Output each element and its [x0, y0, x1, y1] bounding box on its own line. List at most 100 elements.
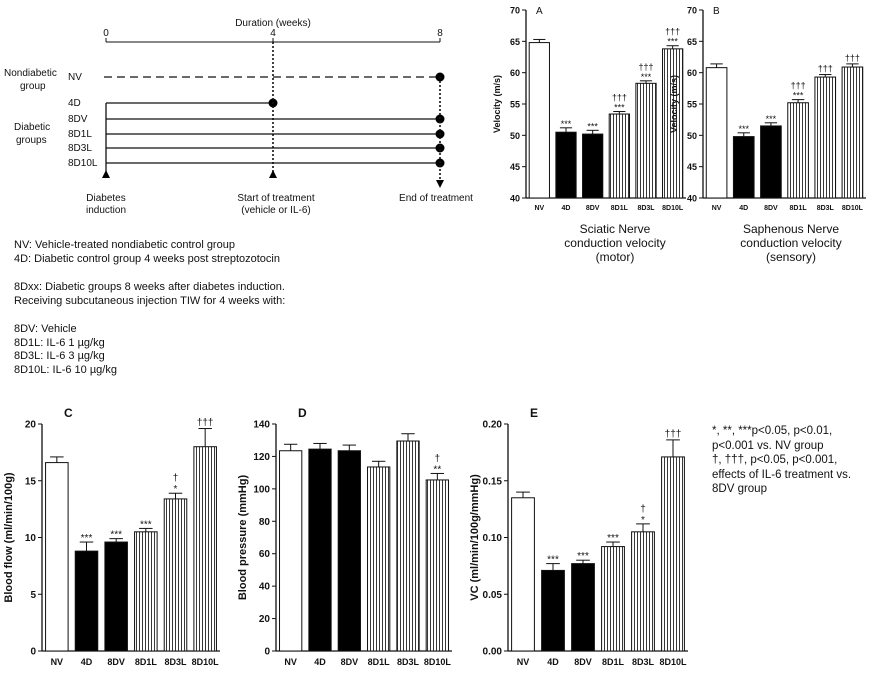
bar-8d3l [631, 531, 655, 652]
significance-mark: * [174, 484, 178, 495]
timeline-event-label: Start of treatment [237, 193, 314, 204]
bar-8d1l [608, 113, 630, 199]
bar-nv [279, 450, 303, 652]
bar-4d [732, 136, 755, 199]
y-tick-label: 140 [253, 420, 270, 431]
bar-8d3l [163, 498, 188, 652]
bar-8d1l [367, 466, 391, 652]
legend-block-1: NV: Vehicle-treated nondiabetic control … [14, 239, 280, 266]
bar-4d [308, 448, 332, 652]
x-tick-label: 8DV [574, 657, 592, 667]
dagger-mark: ††† [638, 62, 653, 72]
bar-8d10l [193, 446, 217, 652]
x-tick-label: 8DV [586, 205, 600, 212]
significance-mark: *** [561, 119, 572, 129]
y-tick-label: 45 [687, 162, 697, 172]
panel-letter: A [536, 6, 543, 17]
bar-chart-panel-d: 0 20 40 60 80 100 120 140 Blood pressure (mmHg) D… [237, 406, 452, 667]
y-tick-label: 20 [259, 614, 271, 625]
y-tick-label: 10 [25, 533, 37, 544]
bar-nv [511, 497, 535, 652]
legend-line: 8D10L: IL-6 10 µg/kg [14, 363, 117, 376]
x-tick-label: 8D3L [397, 657, 420, 667]
caption-line: Sciatic Nerve [579, 222, 651, 236]
bar-8d3l [396, 440, 420, 652]
bar-4d [74, 550, 99, 652]
x-tick-label: 8DV [107, 657, 125, 667]
timeline-event-label: End of treatment [399, 193, 473, 204]
y-tick-label: 100 [253, 484, 270, 495]
bar-8d1l [787, 102, 809, 199]
significance-mark: *** [140, 519, 152, 530]
significance-mark: *** [110, 530, 122, 541]
y-tick-label: 55 [510, 100, 520, 110]
x-tick-label: 4D [81, 657, 93, 667]
x-tick-label: NV [284, 657, 297, 667]
y-tick-label: 60 [259, 549, 271, 560]
y-tick-label: 5 [30, 590, 36, 601]
y-axis-label: Blood flow (ml/min/100g) [3, 472, 15, 603]
y-tick-label: 40 [259, 582, 271, 593]
y-tick-label: 60 [687, 68, 697, 78]
caption-line: Saphenous Nerve [742, 222, 840, 236]
nondiabetic-group-label: group [20, 81, 46, 92]
x-tick-label: 8D1L [602, 657, 625, 667]
x-tick-label: 8D3L [164, 657, 187, 667]
x-tick-label: 8D1L [790, 205, 808, 212]
dagger-mark: † [640, 504, 646, 515]
timeline-tick-label: 8 [437, 28, 443, 39]
significance-mark: *** [614, 103, 625, 113]
y-tick-label: 60 [510, 68, 520, 78]
x-tick-label: 8D10L [842, 205, 864, 212]
y-tick-label: 0.20 [483, 420, 503, 431]
panel-letter: B [713, 6, 720, 17]
x-tick-label: 8D1L [611, 205, 629, 212]
timeline-event-label: Diabetes [86, 193, 125, 204]
caption-line: conduction velocity [740, 236, 842, 250]
dagger-mark: ††† [612, 93, 627, 103]
y-tick-label: 40 [687, 194, 697, 204]
diabetic-groups-label: Diabetic [14, 122, 50, 133]
bar-4d [555, 131, 577, 199]
footnote-line: effects of IL-6 treatment vs. [712, 468, 852, 481]
x-tick-label: 8D10L [192, 657, 220, 667]
nondiabetic-group-label: Nondiabetic [4, 68, 57, 79]
x-tick-label: 8DV [764, 205, 778, 212]
timeline-group-label: 8DV [68, 114, 88, 125]
bar-nv [528, 42, 550, 199]
dagger-mark: ††† [197, 418, 214, 429]
timeline-tick-label: 0 [103, 28, 109, 39]
dagger-mark: ††† [818, 64, 833, 74]
y-axis-label: VC (ml/min/100g/mmHg) [469, 474, 481, 601]
legend-line: NV: Vehicle-treated nondiabetic control … [14, 239, 235, 251]
y-tick-label: 70 [510, 6, 520, 16]
significance-footnote: *, **, ***p<0.05, p<0.01, p<0.001 vs. NV… [712, 424, 880, 497]
significance-mark: *** [641, 72, 652, 82]
legend-block-3: 8DV: Vehicle 8D1L: IL-6 1 µg/kg 8D3L: IL… [14, 323, 117, 377]
bar-8d3l [635, 82, 657, 199]
footnote-line: *, **, ***p<0.05, p<0.01, [712, 425, 833, 437]
y-tick-label: 0.05 [483, 590, 503, 601]
x-tick-label: 4D [562, 205, 571, 212]
timeline-endpoint [435, 143, 445, 153]
x-tick-label: 4D [547, 657, 559, 667]
y-tick-label: 80 [259, 517, 271, 528]
bar-8d3l [814, 76, 837, 199]
x-tick-label: NV [712, 205, 722, 212]
panel-letter: D [298, 406, 307, 420]
caption-line: (motor) [595, 250, 635, 264]
significance-mark: *** [587, 121, 598, 131]
timeline-diagram: Duration (weeks) 0 4 8 Nondiabetic group Diabe… [4, 18, 473, 216]
timeline-tick-label: 4 [270, 28, 276, 39]
x-tick-label: 8D1L [368, 657, 391, 667]
caption-panel-b: Saphenous Nerve conduction velocity (sen… [696, 222, 884, 264]
bar-nv [705, 67, 728, 199]
y-tick-label: 50 [510, 131, 520, 141]
y-tick-label: 0.00 [483, 647, 503, 658]
diabetic-groups-label: groups [16, 135, 47, 146]
panel-letter: C [64, 406, 73, 420]
treatment-start-arrow [269, 170, 277, 178]
legend-line: 8D3L: IL-6 3 µg/kg [14, 350, 105, 362]
significance-mark: *** [667, 37, 678, 47]
legend-line: 8DV: Vehicle [14, 323, 77, 335]
